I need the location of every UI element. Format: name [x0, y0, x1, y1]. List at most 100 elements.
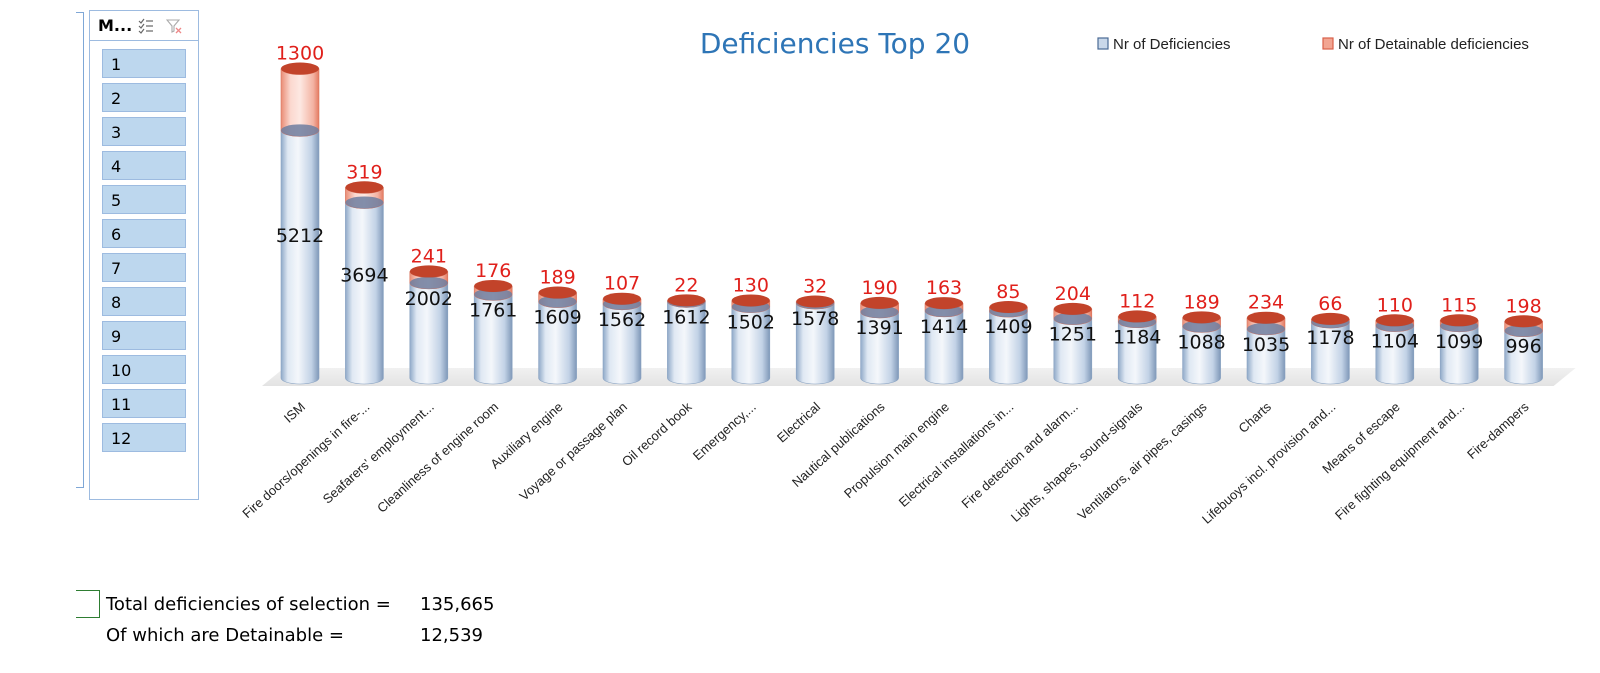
- data-label-deficiencies: 1184: [1113, 327, 1161, 349]
- data-label-detainable: 22: [674, 274, 698, 296]
- category-label: Voyage or passage plan: [516, 399, 630, 503]
- bar-detainable-cap: [860, 296, 899, 309]
- total-deficiencies-label: Total deficiencies of selection =: [106, 594, 391, 615]
- slicer-item[interactable]: 2: [102, 83, 186, 112]
- chart-legend: Nr of Deficiencies Nr of Detainable defic…: [1097, 36, 1529, 53]
- category-label: Lifebuoys incl. provision and...: [1199, 399, 1338, 527]
- data-label-deficiencies: 1761: [469, 299, 517, 321]
- category-label: Propulsion main engine: [841, 399, 952, 501]
- bars-group: 5212 1300 3694 319 2002 241 1761 176 1609 189 1562…: [276, 43, 1543, 385]
- bar-detainable-cap: [345, 181, 384, 194]
- bar-detainable-cap: [281, 62, 319, 75]
- bar-detainable-cap: [1504, 315, 1543, 328]
- bar-deficiencies: [345, 202, 384, 385]
- chart-title: Deficiencies Top 20: [700, 27, 970, 60]
- bar-detainable-cap: [1118, 310, 1157, 323]
- slicer-item[interactable]: 4: [102, 151, 186, 180]
- bar-detainable-cap: [1053, 302, 1092, 315]
- data-label-detainable: 1300: [276, 43, 324, 65]
- category-label: Ventilators, air pipes, casings: [1074, 399, 1210, 523]
- bar-detainable-cap: [1247, 311, 1285, 324]
- data-label-detainable: 110: [1377, 294, 1413, 316]
- data-label-deficiencies: 3694: [340, 264, 388, 286]
- slicer-item[interactable]: 12: [102, 423, 186, 452]
- category-label: Charts: [1236, 399, 1275, 436]
- data-label-detainable: 32: [803, 275, 827, 297]
- detainable-row: Of which are Detainable = 12,539: [106, 625, 483, 646]
- bar-detainable-cap: [1182, 311, 1221, 324]
- data-label-detainable: 319: [346, 161, 382, 183]
- bar-deficiencies-cap: [1182, 320, 1221, 333]
- data-label-deficiencies: 1612: [662, 306, 710, 328]
- data-label-detainable: 176: [475, 260, 511, 282]
- data-label-deficiencies: 1414: [920, 316, 968, 338]
- total-deficiencies-row: Total deficiencies of selection = 135,66…: [106, 594, 494, 615]
- data-label-detainable: 189: [1183, 291, 1219, 313]
- category-label: Fire fighting equipment and...: [1332, 399, 1467, 523]
- bar-detainable-cap: [603, 292, 641, 305]
- data-label-detainable: 163: [926, 277, 962, 299]
- data-label-deficiencies: 1578: [791, 308, 839, 330]
- bar-detainable-cap: [1440, 314, 1479, 327]
- data-label-deficiencies: 996: [1505, 336, 1541, 358]
- bar-detainable-cap: [925, 297, 963, 310]
- bar-detainable-cap: [667, 294, 706, 307]
- bar-deficiencies-cap: [281, 124, 319, 137]
- bar-detainable-cap: [796, 295, 835, 308]
- bar-detainable-cap: [731, 294, 770, 307]
- bar-detainable-cap: [989, 301, 1028, 314]
- slicer-item[interactable]: 10: [102, 355, 186, 384]
- data-label-detainable: 107: [604, 273, 640, 295]
- multi-select-icon[interactable]: [138, 18, 154, 34]
- data-label-deficiencies: 1409: [984, 316, 1032, 338]
- bar-detainable-cap: [1375, 314, 1414, 327]
- slicer-item[interactable]: 1: [102, 49, 186, 78]
- month-slicer[interactable]: M... 1 2 3 4 5 6 7 8 9 10 11 12: [89, 10, 199, 500]
- slicer-item[interactable]: 3: [102, 117, 186, 146]
- data-label-deficiencies: 1609: [533, 307, 581, 329]
- bar-detainable-cap: [474, 279, 513, 292]
- category-label: Lights, shapes, sound-signals: [1008, 399, 1146, 525]
- detainable-label: Of which are Detainable =: [106, 625, 344, 646]
- bar-deficiencies-cap: [1053, 312, 1092, 325]
- data-label-detainable: 66: [1318, 293, 1342, 315]
- data-label-detainable: 198: [1505, 295, 1541, 317]
- bar-deficiencies-cap: [860, 305, 899, 318]
- slicer-item[interactable]: 11: [102, 389, 186, 418]
- bar-detainable-cap: [409, 265, 448, 278]
- legend-swatch: [1097, 37, 1109, 50]
- data-label-detainable: 234: [1248, 292, 1284, 314]
- category-label: Seafarers' employment...: [320, 399, 437, 507]
- category-label: Oil record book: [619, 399, 695, 469]
- bar-deficiencies-cap: [409, 276, 448, 289]
- bar-detainable-cap: [1311, 312, 1350, 325]
- category-label: Electrical: [774, 399, 823, 446]
- category-label: ISM: [281, 399, 308, 426]
- slicer-items: 1 2 3 4 5 6 7 8 9 10 11 12: [90, 41, 198, 452]
- bar-deficiencies-cap: [1504, 324, 1543, 337]
- selected-cell-marker: [76, 590, 100, 618]
- category-label: Fire-dampers: [1464, 399, 1532, 462]
- legend-label: Nr of Deficiencies: [1113, 36, 1231, 53]
- slicer-item[interactable]: 5: [102, 185, 186, 214]
- slicer-bracket: [76, 12, 84, 488]
- data-label-detainable: 190: [861, 277, 897, 299]
- clear-filter-icon[interactable]: [166, 18, 182, 34]
- bar-deficiencies: [280, 130, 320, 385]
- slicer-item[interactable]: 9: [102, 321, 186, 350]
- data-label-deficiencies: 1099: [1435, 331, 1483, 353]
- bar-deficiencies-cap: [474, 288, 513, 301]
- slicer-item[interactable]: 6: [102, 219, 186, 248]
- data-label-detainable: 85: [996, 281, 1020, 303]
- category-label: Cleanliness of engine room: [374, 399, 501, 516]
- slicer-item[interactable]: 7: [102, 253, 186, 282]
- data-label-deficiencies: 1035: [1242, 334, 1290, 356]
- data-label-detainable: 204: [1055, 283, 1091, 305]
- category-label: Fire detection and alarm...: [959, 399, 1081, 511]
- bar-deficiencies-cap: [1247, 322, 1285, 335]
- slicer-item[interactable]: 8: [102, 287, 186, 316]
- data-label-detainable: 115: [1441, 294, 1477, 316]
- slicer-header: M...: [90, 11, 198, 41]
- detainable-value: 12,539: [420, 625, 483, 646]
- data-label-deficiencies: 1391: [855, 317, 903, 339]
